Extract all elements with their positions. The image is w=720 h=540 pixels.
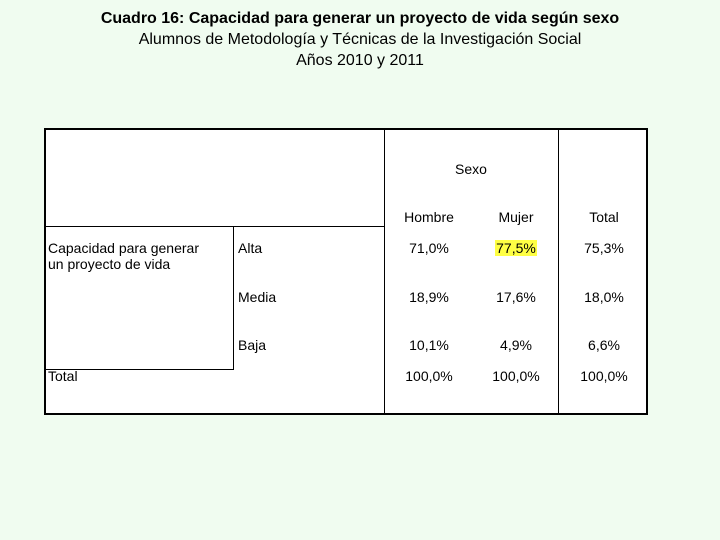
row-label-media: Media [238,289,277,305]
row-label-total: Total [48,368,78,384]
row-group-label-line1: Capacidad para generar [48,240,199,256]
cell-total-total: 100,0% [580,368,628,384]
cell-alta-mujer: 77,5% [473,240,559,256]
table-border-right [646,128,648,415]
cell-alta-total: 75,3% [584,240,624,256]
table-subtitle: Alumnos de Metodología y Técnicas de la … [138,31,582,48]
row-label-alta: Alta [238,240,263,256]
cell-total-mujer: 100,0% [492,368,540,384]
cell-media-total: 18,0% [584,289,624,305]
group-header-sexo: Sexo [455,161,487,177]
cell-baja-hombre: 10,1% [409,337,449,353]
row-group-label-line2: un proyecto de vida [48,256,171,272]
cell-total-hombre: 100,0% [405,368,453,384]
divider-left-data [384,128,385,415]
cell-media-hombre: 18,9% [409,289,449,305]
column-header-total: Total [589,209,619,225]
table-border-left [44,128,46,415]
cell-baja-mujer: 4,9% [500,337,532,353]
table-border-bottom [44,413,648,415]
title-block: Cuadro 16: Capacidad para generar un pro… [0,8,720,71]
cell-alta-hombre: 71,0% [409,240,449,256]
table-border-top [44,128,648,130]
crosstab-table [44,128,648,415]
cell-media-mujer: 17,6% [496,289,536,305]
highlighted-value: 77,5% [495,240,537,256]
divider-header-row [46,226,385,227]
divider-row-labels [233,226,234,369]
cell-baja-total: 6,6% [588,337,620,353]
divider-total-row [46,369,234,370]
table-title: Cuadro 16: Capacidad para generar un pro… [100,10,620,27]
column-header-hombre: Hombre [404,209,454,225]
divider-total-column [558,128,559,415]
table-years: Años 2010 y 2011 [296,52,424,69]
row-label-baja: Baja [238,337,267,353]
column-header-mujer: Mujer [498,209,534,225]
